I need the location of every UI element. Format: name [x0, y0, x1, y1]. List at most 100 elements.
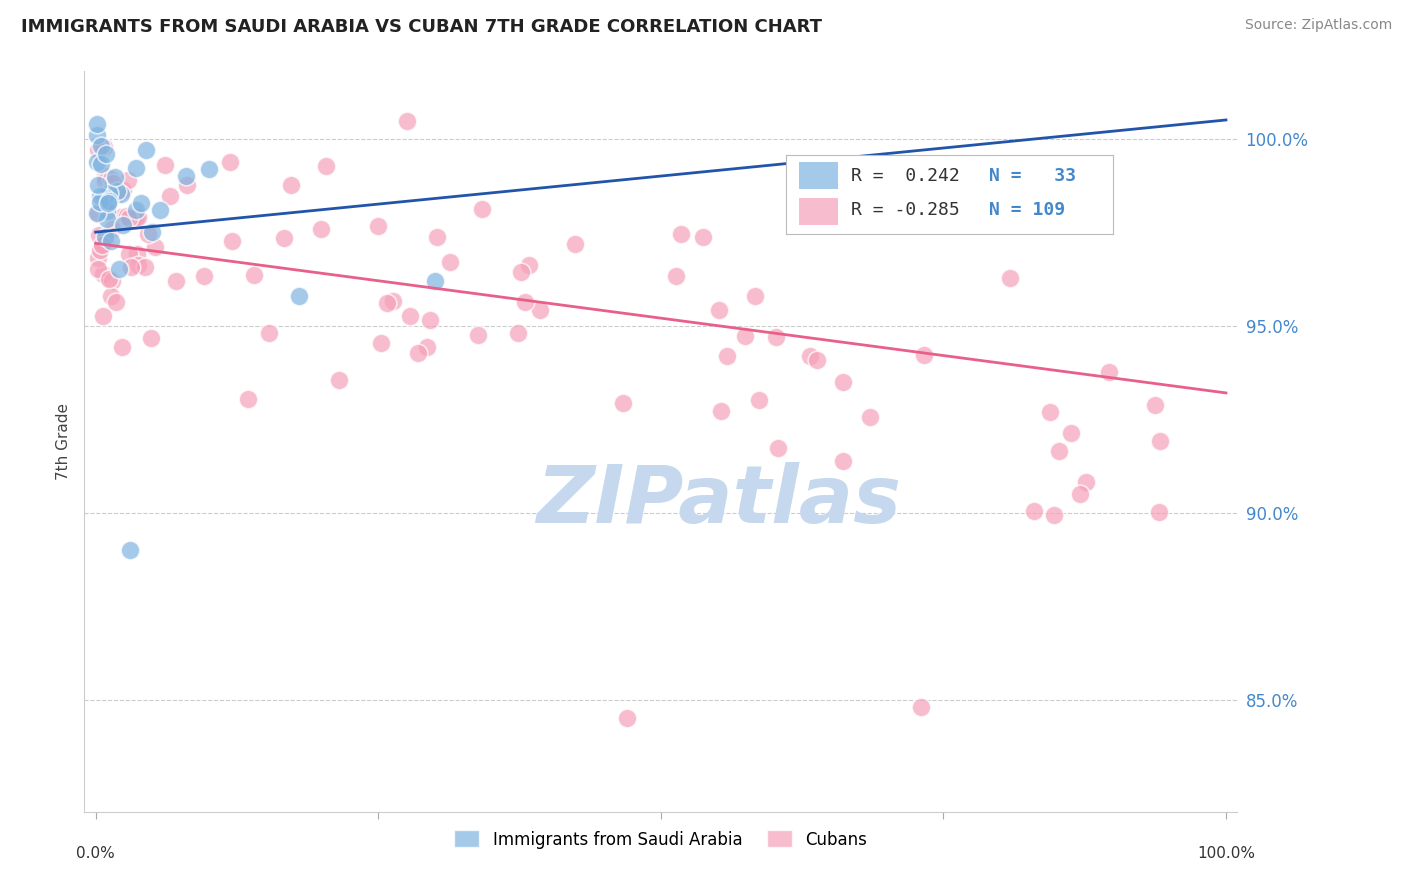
Point	[129, 196, 152, 211]
Point	[1069, 486, 1091, 500]
Point	[423, 274, 446, 288]
Point	[716, 349, 738, 363]
Point	[243, 268, 266, 282]
Point	[859, 410, 882, 425]
Text: IMMIGRANTS FROM SAUDI ARABIA VS CUBAN 7TH GRADE CORRELATION CHART: IMMIGRANTS FROM SAUDI ARABIA VS CUBAN 7T…	[21, 18, 823, 36]
Point	[90, 238, 112, 252]
Point	[1043, 508, 1066, 523]
Point	[998, 271, 1021, 285]
Point	[1098, 365, 1121, 379]
Point	[529, 303, 551, 318]
Point	[86, 155, 108, 169]
Point	[1143, 398, 1166, 412]
Point	[107, 184, 129, 198]
Point	[135, 144, 157, 158]
Point	[97, 195, 120, 210]
Point	[382, 294, 405, 309]
Point	[94, 147, 117, 161]
Point	[221, 234, 243, 248]
Point	[96, 192, 118, 206]
Point	[117, 173, 139, 187]
Text: Source: ZipAtlas.com: Source: ZipAtlas.com	[1244, 18, 1392, 32]
Point	[910, 700, 932, 714]
Point	[370, 335, 392, 350]
Point	[236, 392, 259, 407]
Point	[416, 340, 439, 354]
Legend: Immigrants from Saudi Arabia, Cubans: Immigrants from Saudi Arabia, Cubans	[447, 823, 875, 855]
Point	[100, 172, 122, 186]
Point	[508, 326, 530, 340]
Point	[193, 268, 215, 283]
Point	[90, 157, 112, 171]
Point	[101, 222, 124, 236]
Point	[105, 186, 128, 201]
Point	[94, 229, 117, 244]
FancyBboxPatch shape	[799, 198, 838, 225]
Point	[101, 176, 124, 190]
Point	[90, 139, 112, 153]
Point	[94, 230, 117, 244]
Point	[87, 178, 110, 193]
Point	[612, 396, 634, 410]
Point	[517, 258, 540, 272]
Text: R =  0.242: R = 0.242	[852, 167, 960, 185]
Point	[87, 261, 110, 276]
Point	[87, 227, 110, 242]
Point	[108, 262, 131, 277]
Point	[87, 143, 110, 157]
Point	[89, 243, 111, 257]
Point	[87, 207, 110, 221]
Point	[97, 186, 120, 200]
Point	[159, 189, 181, 203]
Point	[100, 234, 122, 248]
Point	[86, 206, 108, 220]
Point	[219, 155, 242, 169]
Point	[766, 441, 789, 455]
Point	[127, 211, 149, 225]
Point	[1024, 504, 1046, 518]
Point	[94, 197, 117, 211]
Point	[273, 231, 295, 245]
Point	[375, 296, 398, 310]
Point	[174, 169, 197, 183]
Point	[395, 114, 418, 128]
Point	[1149, 434, 1171, 448]
Point	[564, 237, 586, 252]
Point	[125, 161, 148, 175]
Point	[710, 404, 733, 418]
Point	[93, 140, 115, 154]
Point	[125, 202, 148, 217]
Point	[671, 227, 693, 241]
Point	[1074, 475, 1097, 490]
Point	[419, 312, 441, 326]
Point	[665, 268, 688, 283]
Point	[1039, 405, 1062, 419]
FancyBboxPatch shape	[799, 162, 838, 189]
Point	[118, 211, 141, 226]
Point	[87, 252, 110, 266]
Point	[112, 218, 135, 232]
Point	[98, 194, 121, 208]
Point	[513, 295, 536, 310]
Point	[315, 160, 337, 174]
Point	[832, 454, 855, 468]
Point	[96, 212, 118, 227]
Point	[806, 352, 828, 367]
Point	[141, 331, 163, 345]
Point	[91, 236, 114, 251]
Point	[406, 346, 429, 360]
Point	[692, 230, 714, 244]
Point	[426, 230, 449, 244]
Point	[93, 190, 115, 204]
Point	[86, 117, 108, 131]
Text: N =   33: N = 33	[988, 167, 1076, 185]
Point	[832, 375, 855, 389]
Point	[118, 543, 141, 558]
Text: N = 109: N = 109	[988, 202, 1064, 219]
Point	[96, 203, 118, 218]
Point	[280, 178, 302, 192]
Point	[734, 329, 756, 343]
Point	[1060, 426, 1083, 441]
Point	[127, 211, 149, 226]
Point	[91, 267, 114, 281]
